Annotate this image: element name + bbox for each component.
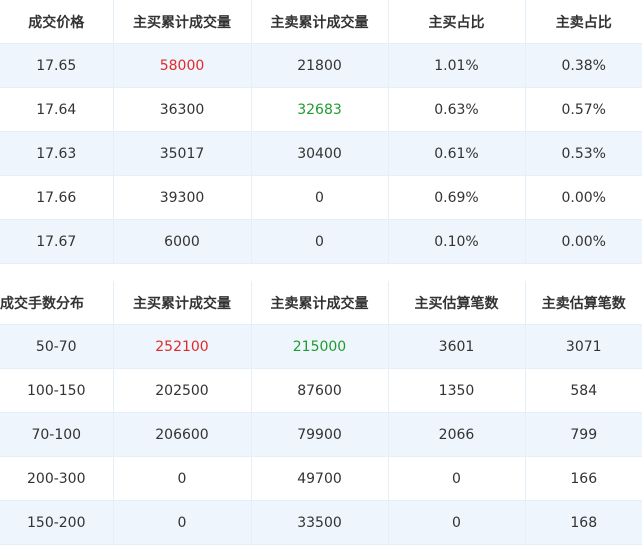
cell-price: 17.66 bbox=[0, 175, 114, 220]
cell-buy-volume: 39300 bbox=[113, 175, 252, 220]
cell-buy-count: 0 bbox=[388, 500, 526, 545]
header-buy-volume[interactable]: 主买累计成交量 bbox=[113, 0, 252, 44]
table-row: 17.67 6000 0 0.10% 0.00% bbox=[0, 219, 642, 264]
header-lot-range[interactable]: 成交手数分布 bbox=[0, 281, 114, 325]
header-sell-count[interactable]: 主卖估算笔数 bbox=[525, 281, 642, 325]
cell-buy-volume: 35017 bbox=[113, 131, 252, 176]
cell-sell-ratio: 0.00% bbox=[525, 219, 642, 264]
cell-sell-count: 799 bbox=[525, 412, 642, 457]
table-row: 17.66 39300 0 0.69% 0.00% bbox=[0, 175, 642, 220]
cell-sell-volume: 0 bbox=[251, 175, 389, 220]
cell-buy-ratio: 0.61% bbox=[388, 131, 526, 176]
cell-buy-count: 1350 bbox=[388, 368, 526, 413]
cell-lot-range: 100-150 bbox=[0, 368, 114, 413]
cell-sell-count: 3071 bbox=[525, 324, 642, 369]
cell-sell-volume: 21800 bbox=[251, 43, 389, 88]
table-row: 200-300 0 49700 0 166 bbox=[0, 456, 642, 501]
table-header-row: 成交手数分布 主买累计成交量 主卖累计成交量 主买估算笔数 主卖估算笔数 bbox=[0, 281, 642, 325]
cell-sell-volume: 49700 bbox=[251, 456, 389, 501]
cell-lot-range: 200-300 bbox=[0, 456, 114, 501]
header-buy-count[interactable]: 主买估算笔数 bbox=[388, 281, 526, 325]
table-row: 100-150 202500 87600 1350 584 bbox=[0, 368, 642, 413]
cell-buy-volume: 0 bbox=[113, 456, 252, 501]
cell-buy-volume: 252100 bbox=[113, 324, 252, 369]
cell-sell-volume: 215000 bbox=[251, 324, 389, 369]
table-row: 17.64 36300 32683 0.63% 0.57% bbox=[0, 87, 642, 132]
cell-buy-volume: 6000 bbox=[113, 219, 252, 264]
table-row: 150-200 0 33500 0 168 bbox=[0, 500, 642, 545]
cell-sell-ratio: 0.57% bbox=[525, 87, 642, 132]
cell-buy-count: 0 bbox=[388, 456, 526, 501]
cell-price: 17.63 bbox=[0, 131, 114, 176]
header-buy-ratio[interactable]: 主买占比 bbox=[388, 0, 526, 44]
header-sell-volume[interactable]: 主卖累计成交量 bbox=[251, 0, 389, 44]
cell-sell-count: 166 bbox=[525, 456, 642, 501]
cell-buy-ratio: 0.10% bbox=[388, 219, 526, 264]
cell-sell-volume: 32683 bbox=[251, 87, 389, 132]
cell-lot-range: 150-200 bbox=[0, 500, 114, 545]
table-header-row: 成交价格 主买累计成交量 主卖累计成交量 主买占比 主卖占比 bbox=[0, 0, 642, 44]
cell-sell-volume: 30400 bbox=[251, 131, 389, 176]
cell-sell-count: 584 bbox=[525, 368, 642, 413]
price-distribution-table: 成交价格 主买累计成交量 主卖累计成交量 主买占比 主卖占比 17.65 580… bbox=[0, 0, 642, 264]
cell-sell-volume: 0 bbox=[251, 219, 389, 264]
table-row: 70-100 206600 79900 2066 799 bbox=[0, 412, 642, 457]
cell-sell-volume: 79900 bbox=[251, 412, 389, 457]
cell-sell-ratio: 0.00% bbox=[525, 175, 642, 220]
cell-buy-volume: 58000 bbox=[113, 43, 252, 88]
table-row: 17.65 58000 21800 1.01% 0.38% bbox=[0, 43, 642, 88]
cell-sell-volume: 87600 bbox=[251, 368, 389, 413]
cell-buy-volume: 206600 bbox=[113, 412, 252, 457]
cell-sell-count: 168 bbox=[525, 500, 642, 545]
cell-sell-ratio: 0.53% bbox=[525, 131, 642, 176]
cell-price: 17.65 bbox=[0, 43, 114, 88]
cell-buy-count: 3601 bbox=[388, 324, 526, 369]
lot-size-distribution-table: 成交手数分布 主买累计成交量 主卖累计成交量 主买估算笔数 主卖估算笔数 50-… bbox=[0, 281, 642, 545]
cell-sell-volume: 33500 bbox=[251, 500, 389, 545]
header-sell-volume[interactable]: 主卖累计成交量 bbox=[251, 281, 389, 325]
cell-buy-volume: 0 bbox=[113, 500, 252, 545]
header-sell-ratio[interactable]: 主卖占比 bbox=[525, 0, 642, 44]
cell-buy-ratio: 0.69% bbox=[388, 175, 526, 220]
cell-price: 17.67 bbox=[0, 219, 114, 264]
cell-price: 17.64 bbox=[0, 87, 114, 132]
cell-lot-range: 50-70 bbox=[0, 324, 114, 369]
cell-buy-ratio: 1.01% bbox=[388, 43, 526, 88]
header-buy-volume[interactable]: 主买累计成交量 bbox=[113, 281, 252, 325]
cell-buy-volume: 202500 bbox=[113, 368, 252, 413]
cell-lot-range: 70-100 bbox=[0, 412, 114, 457]
cell-buy-ratio: 0.63% bbox=[388, 87, 526, 132]
cell-buy-volume: 36300 bbox=[113, 87, 252, 132]
table-row: 50-70 252100 215000 3601 3071 bbox=[0, 324, 642, 369]
cell-sell-ratio: 0.38% bbox=[525, 43, 642, 88]
header-price[interactable]: 成交价格 bbox=[0, 0, 114, 44]
table-row: 17.63 35017 30400 0.61% 0.53% bbox=[0, 131, 642, 176]
cell-buy-count: 2066 bbox=[388, 412, 526, 457]
